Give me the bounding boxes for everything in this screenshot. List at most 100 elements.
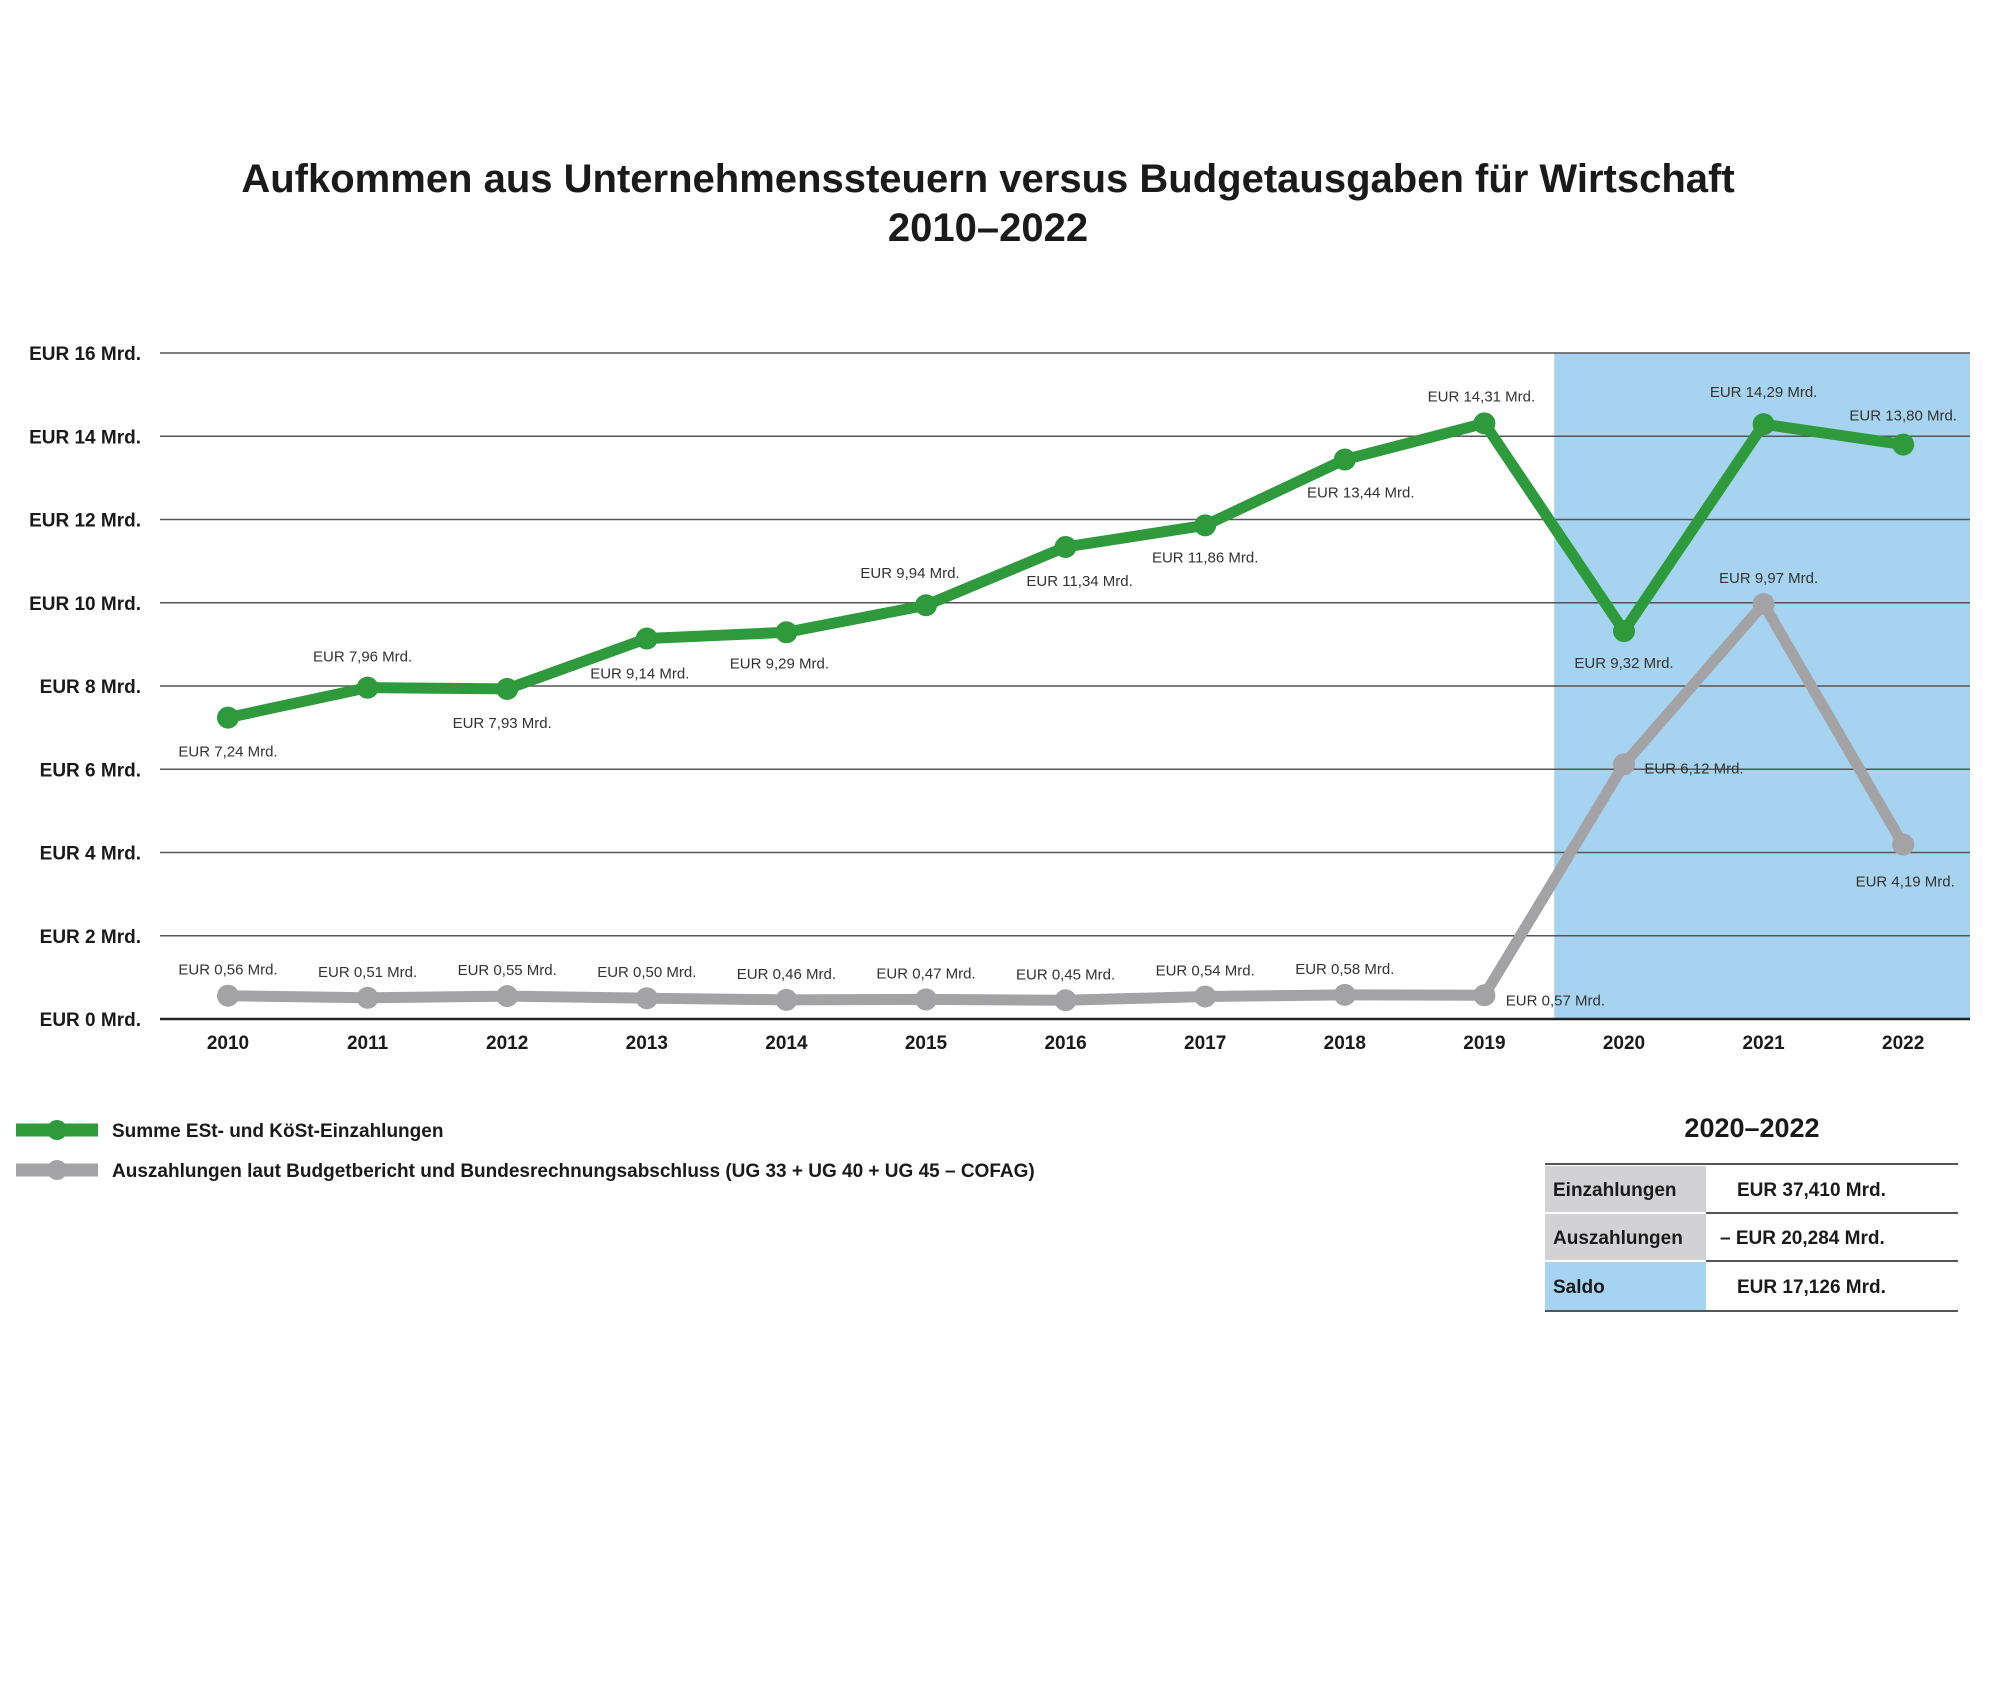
series [217,412,1915,1012]
x-axis-ticks: 2010 2011 2012 2013 2014 2015 2016 2017 2018 2019… [207,1033,1924,1054]
point-einzahlungen-2013 [635,627,658,650]
point-auszahlungen-2020 [1613,753,1635,776]
data-label-auszahlungen-2013: EUR 0,50 Mrd. [597,964,696,981]
x-tick-label-2019: 2019 [1463,1033,1505,1054]
point-einzahlungen-2020 [1613,620,1635,643]
x-tick-label-2018: 2018 [1324,1033,1366,1054]
y-tick-label-2: EUR 2 Mrd. [40,927,141,948]
chart-subtitle: 2010–2022 [888,206,1088,250]
data-label-auszahlungen-2020: EUR 6,12 Mrd. [1644,760,1743,777]
legend-item-auszahlungen: Auszahlungen laut Budgetbericht und Bund… [16,1160,1035,1182]
point-auszahlungen-2018 [1333,983,1356,1006]
summary-table: 2020–2022 Einzahlungen EUR 37,410 Mrd. A… [1545,1113,1958,1312]
data-label-einzahlungen-2010: EUR 7,24 Mrd. [178,744,277,761]
x-tick-label-2010: 2010 [207,1033,249,1054]
summary-row-value-auszahlungen: – EUR 20,284 Mrd. [1720,1228,1885,1249]
point-einzahlungen-2018 [1333,448,1356,471]
legend: Summe ESt- und KöSt-Einzahlungen Auszahl… [16,1120,1035,1182]
data-label-auszahlungen-2017: EUR 0,54 Mrd. [1156,963,1255,980]
legend-marker-einzahlungen [47,1120,67,1140]
y-tick-label-10: EUR 10 Mrd. [29,594,141,615]
data-label-auszahlungen-2014: EUR 0,46 Mrd. [737,966,836,983]
data-label-einzahlungen-2014: EUR 9,29 Mrd. [730,655,829,672]
summary-table-title: 2020–2022 [1684,1113,1819,1143]
y-tick-label-14: EUR 14 Mrd. [29,427,141,448]
data-label-auszahlungen-2022: EUR 4,19 Mrd. [1856,874,1955,891]
point-auszahlungen-2021 [1752,592,1775,615]
point-einzahlungen-2010 [217,706,239,729]
data-label-auszahlungen-2016: EUR 0,45 Mrd. [1016,966,1115,983]
summary-label-bg-auszahlungen [1545,1214,1706,1260]
data-label-einzahlungen-2015: EUR 9,94 Mrd. [860,565,959,582]
summary-label-bg-einzahlungen [1545,1166,1706,1212]
data-label-auszahlungen-2012: EUR 0,55 Mrd. [458,962,557,979]
summary-row-value-saldo: EUR 17,126 Mrd. [1737,1277,1886,1298]
point-auszahlungen-2022 [1892,833,1915,856]
point-auszahlungen-2014 [775,988,798,1011]
point-einzahlungen-2019 [1473,412,1496,435]
point-einzahlungen-2014 [775,621,798,644]
x-tick-label-2016: 2016 [1044,1033,1086,1054]
data-label-einzahlungen-2012: EUR 7,93 Mrd. [453,715,552,732]
point-einzahlungen-2011 [356,676,379,699]
summary-row-label-saldo: Saldo [1553,1277,1605,1298]
grid [160,352,1970,1021]
y-tick-label-12: EUR 12 Mrd. [29,511,141,532]
data-label-einzahlungen-2020: EUR 9,32 Mrd. [1574,655,1673,672]
y-tick-label-4: EUR 4 Mrd. [40,844,141,865]
point-auszahlungen-2015 [915,988,937,1011]
point-einzahlungen-2015 [915,594,937,617]
chart-title: Aufkommen aus Unternehmenssteuern versus… [241,157,1734,250]
x-tick-label-2014: 2014 [765,1033,808,1054]
data-label-auszahlungen-2010: EUR 0,56 Mrd. [178,962,277,979]
point-einzahlungen-2021 [1752,413,1775,436]
point-einzahlungen-2017 [1194,514,1217,537]
data-label-einzahlungen-2017: EUR 11,86 Mrd. [1152,549,1258,566]
legend-label-einzahlungen: Summe ESt- und KöSt-Einzahlungen [112,1121,443,1142]
chart-title-line-1: Aufkommen aus Unternehmenssteuern versus… [241,157,1734,201]
legend-label-auszahlungen: Auszahlungen laut Budgetbericht und Bund… [112,1161,1035,1182]
summary-row-value-einzahlungen: EUR 37,410 Mrd. [1737,1180,1886,1201]
legend-item-einzahlungen: Summe ESt- und KöSt-Einzahlungen [16,1120,443,1142]
x-tick-label-2021: 2021 [1742,1033,1785,1054]
point-einzahlungen-2016 [1054,535,1077,558]
point-auszahlungen-2016 [1054,989,1077,1012]
data-label-einzahlungen-2011: EUR 7,96 Mrd. [313,649,412,666]
x-tick-label-2020: 2020 [1603,1033,1645,1054]
data-label-auszahlungen-2011: EUR 0,51 Mrd. [318,964,417,981]
data-label-auszahlungen-2018: EUR 0,58 Mrd. [1295,961,1394,978]
y-tick-label-0: EUR 0 Mrd. [40,1010,141,1031]
y-axis-ticks: EUR 0 Mrd. EUR 2 Mrd. EUR 4 Mrd. EUR 6 Mrd.… [29,344,141,1031]
point-auszahlungen-2011 [356,986,379,1009]
data-label-einzahlungen-2022: EUR 13,80 Mrd. [1849,408,1957,425]
x-tick-label-2011: 2011 [347,1033,389,1054]
summary-label-bg-saldo [1545,1262,1706,1310]
data-label-einzahlungen-2013: EUR 9,14 Mrd. [590,666,689,683]
point-auszahlungen-2012 [496,985,519,1008]
point-einzahlungen-2012 [496,677,519,700]
data-label-auszahlungen-2019: EUR 0,57 Mrd. [1506,992,1605,1009]
data-label-einzahlungen-2018: EUR 13,44 Mrd. [1307,485,1415,502]
x-tick-label-2012: 2012 [486,1033,528,1054]
point-einzahlungen-2022 [1892,433,1915,456]
point-auszahlungen-2017 [1194,985,1217,1008]
data-label-auszahlungen-2021: EUR 9,97 Mrd. [1719,570,1818,587]
x-tick-label-2022: 2022 [1882,1033,1924,1054]
data-label-einzahlungen-2021: EUR 14,29 Mrd. [1710,384,1818,401]
y-tick-label-16: EUR 16 Mrd. [29,344,141,365]
data-label-auszahlungen-2015: EUR 0,47 Mrd. [876,965,975,982]
x-tick-label-2015: 2015 [905,1033,948,1054]
x-tick-label-2013: 2013 [626,1033,668,1054]
summary-row-label-auszahlungen: Auszahlungen [1553,1228,1683,1249]
y-tick-label-6: EUR 6 Mrd. [40,760,141,781]
x-tick-label-2017: 2017 [1184,1033,1226,1054]
legend-marker-auszahlungen [47,1160,67,1180]
data-labels: EUR 7,24 Mrd. EUR 7,96 Mrd. EUR 7,93 Mrd. E… [178,384,1957,1009]
point-auszahlungen-2019 [1473,984,1496,1007]
point-auszahlungen-2013 [635,987,658,1010]
data-label-einzahlungen-2019: EUR 14,31 Mrd. [1428,388,1536,405]
point-auszahlungen-2010 [217,984,239,1007]
data-label-einzahlungen-2016: EUR 11,34 Mrd. [1026,573,1132,590]
summary-row-label-einzahlungen: Einzahlungen [1553,1180,1677,1201]
